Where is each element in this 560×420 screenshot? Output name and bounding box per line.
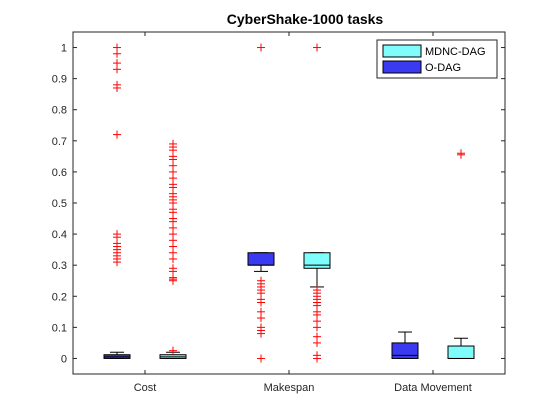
legend-label: O-DAG xyxy=(425,62,461,74)
y-tick-label: 0.8 xyxy=(52,105,67,117)
y-tick-label: 0.3 xyxy=(52,260,67,272)
x-tick-label: Makespan xyxy=(264,382,315,394)
box-mdnc-dag-cost xyxy=(159,139,187,359)
box-mdnc-dag-makespan xyxy=(303,43,331,363)
legend-label: MDNC-DAG xyxy=(425,46,486,58)
box-o-dag-data-movement xyxy=(391,331,419,359)
box-body xyxy=(247,252,275,266)
y-tick-label: 0.1 xyxy=(52,322,67,334)
box-body xyxy=(303,252,331,269)
y-tick-label: 0.5 xyxy=(52,198,67,210)
box-o-dag-makespan xyxy=(247,43,275,363)
y-tick-label: 0.4 xyxy=(52,229,67,241)
y-tick-label: 0 xyxy=(61,353,67,365)
box-mdnc-dag-data-movement xyxy=(447,149,475,359)
y-tick-label: 0.6 xyxy=(52,167,67,179)
legend: MDNC-DAG O-DAG xyxy=(376,39,498,79)
box-o-dag-cost xyxy=(103,43,131,359)
y-tick-label: 0.2 xyxy=(52,291,67,303)
x-tick-label: Cost xyxy=(134,382,157,394)
legend-swatch xyxy=(382,60,422,74)
chart-title: CyberShake-1000 tasks xyxy=(227,11,384,27)
plot-frame xyxy=(72,31,506,375)
box-body xyxy=(447,345,475,359)
box-body xyxy=(391,342,419,359)
legend-swatch xyxy=(382,44,422,58)
y-tick-label: 1 xyxy=(61,43,67,55)
plot-area: 0 0.1 0.2 0.3 0.4 0.5 0.6 0.7 0.8 0.9 1 Cost Makespa… xyxy=(52,31,506,394)
x-tick-label: Data Movement xyxy=(394,382,472,394)
y-tick-label: 0.9 xyxy=(52,74,67,86)
y-tick-label: 0.7 xyxy=(52,136,67,148)
